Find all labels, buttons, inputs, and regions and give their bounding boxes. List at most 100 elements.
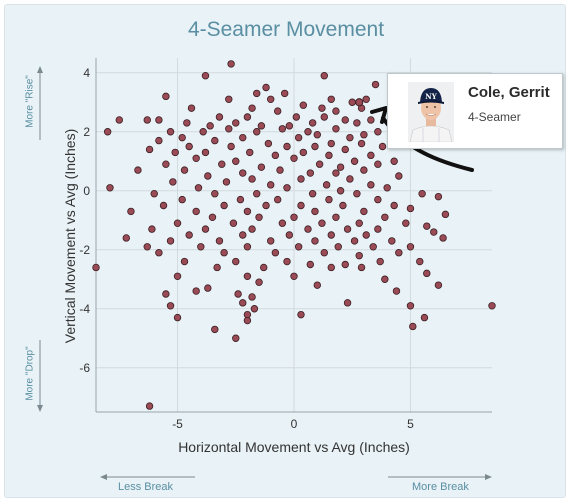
- scatter-point[interactable]: [341, 116, 349, 124]
- scatter-point[interactable]: [299, 101, 308, 109]
- scatter-point[interactable]: [308, 189, 317, 198]
- scatter-point[interactable]: [162, 290, 170, 298]
- scatter-point[interactable]: [390, 201, 398, 210]
- scatter-point[interactable]: [271, 151, 280, 160]
- scatter-point[interactable]: [304, 128, 312, 136]
- scatter-point[interactable]: [155, 116, 163, 124]
- scatter-point[interactable]: [194, 184, 203, 192]
- scatter-point[interactable]: [106, 184, 114, 192]
- scatter-point[interactable]: [341, 260, 349, 269]
- scatter-point[interactable]: [280, 89, 289, 98]
- scatter-point[interactable]: [283, 257, 291, 266]
- scatter-point[interactable]: [122, 234, 130, 242]
- scatter-point[interactable]: [320, 248, 328, 257]
- scatter-point[interactable]: [276, 166, 284, 174]
- scatter-point[interactable]: [220, 201, 228, 210]
- scatter-point[interactable]: [306, 260, 315, 269]
- scatter-point[interactable]: [267, 237, 275, 245]
- scatter-point[interactable]: [327, 95, 335, 103]
- scatter-point[interactable]: [367, 181, 375, 189]
- scatter-point[interactable]: [222, 178, 231, 186]
- scatter-point[interactable]: [239, 133, 247, 142]
- scatter-point[interactable]: [243, 113, 252, 121]
- highlighted-point[interactable]: [355, 98, 364, 107]
- scatter-point[interactable]: [225, 125, 233, 133]
- scatter-point[interactable]: [204, 172, 212, 180]
- scatter-point[interactable]: [313, 130, 321, 139]
- scatter-point[interactable]: [318, 104, 326, 112]
- scatter-point[interactable]: [299, 148, 308, 157]
- scatter-point[interactable]: [145, 402, 154, 410]
- scatter-point[interactable]: [306, 169, 315, 177]
- scatter-point[interactable]: [162, 160, 170, 168]
- scatter-point[interactable]: [197, 243, 205, 251]
- scatter-point[interactable]: [267, 95, 275, 103]
- scatter-point[interactable]: [92, 263, 100, 272]
- scatter-point[interactable]: [430, 228, 438, 236]
- scatter-point[interactable]: [192, 154, 200, 162]
- scatter-point[interactable]: [273, 107, 282, 115]
- scatter-point[interactable]: [201, 148, 210, 157]
- scatter-point[interactable]: [239, 169, 247, 177]
- scatter-point[interactable]: [159, 201, 168, 210]
- scatter-point[interactable]: [381, 213, 389, 221]
- scatter-point[interactable]: [232, 157, 240, 165]
- scatter-point[interactable]: [383, 184, 391, 192]
- scatter-point[interactable]: [180, 166, 189, 174]
- scatter-point[interactable]: [232, 257, 240, 266]
- scatter-point[interactable]: [360, 130, 368, 139]
- scatter-point[interactable]: [257, 122, 266, 130]
- scatter-point[interactable]: [390, 157, 398, 165]
- scatter-point[interactable]: [150, 189, 158, 198]
- scatter-point[interactable]: [336, 187, 345, 195]
- scatter-point[interactable]: [332, 125, 340, 133]
- scatter-point[interactable]: [297, 310, 305, 319]
- scatter-point[interactable]: [255, 278, 263, 286]
- scatter-point[interactable]: [225, 95, 233, 103]
- scatter-point[interactable]: [278, 125, 287, 133]
- scatter-point[interactable]: [264, 139, 273, 148]
- scatter-point[interactable]: [262, 83, 270, 92]
- scatter-point[interactable]: [283, 142, 291, 151]
- scatter-point[interactable]: [311, 237, 319, 245]
- scatter-point[interactable]: [227, 142, 235, 151]
- scatter-point[interactable]: [155, 136, 163, 145]
- scatter-point[interactable]: [367, 151, 375, 160]
- scatter-point[interactable]: [409, 322, 417, 331]
- scatter-point[interactable]: [378, 142, 387, 151]
- scatter-point[interactable]: [297, 175, 305, 183]
- scatter-point[interactable]: [315, 160, 324, 168]
- scatter-point[interactable]: [350, 157, 359, 165]
- scatter-point[interactable]: [355, 219, 363, 227]
- scatter-point[interactable]: [332, 107, 340, 115]
- scatter-point[interactable]: [369, 243, 377, 251]
- scatter-point[interactable]: [253, 89, 261, 98]
- scatter-point[interactable]: [346, 175, 354, 183]
- scatter-point[interactable]: [381, 275, 389, 283]
- scatter-point[interactable]: [215, 237, 224, 245]
- scatter-point[interactable]: [171, 148, 179, 157]
- scatter-point[interactable]: [115, 116, 123, 124]
- scatter-point[interactable]: [243, 316, 252, 325]
- scatter-point[interactable]: [229, 219, 238, 227]
- scatter-point[interactable]: [416, 257, 424, 266]
- scatter-point[interactable]: [185, 142, 193, 151]
- scatter-point[interactable]: [320, 71, 328, 80]
- scatter-point[interactable]: [248, 175, 256, 183]
- scatter-point[interactable]: [322, 181, 331, 189]
- scatter-point[interactable]: [395, 172, 403, 180]
- scatter-point[interactable]: [183, 119, 191, 127]
- scatter-point[interactable]: [362, 231, 370, 239]
- scatter-point[interactable]: [395, 248, 403, 257]
- scatter-point[interactable]: [192, 287, 200, 295]
- scatter-point[interactable]: [371, 80, 380, 89]
- scatter-point[interactable]: [327, 139, 335, 148]
- scatter-point[interactable]: [343, 225, 352, 233]
- scatter-point[interactable]: [246, 148, 254, 157]
- scatter-point[interactable]: [134, 166, 142, 174]
- scatter-point[interactable]: [350, 237, 359, 245]
- scatter-point[interactable]: [320, 113, 328, 121]
- scatter-point[interactable]: [353, 119, 361, 127]
- scatter-point[interactable]: [253, 128, 261, 136]
- scatter-point[interactable]: [215, 113, 224, 121]
